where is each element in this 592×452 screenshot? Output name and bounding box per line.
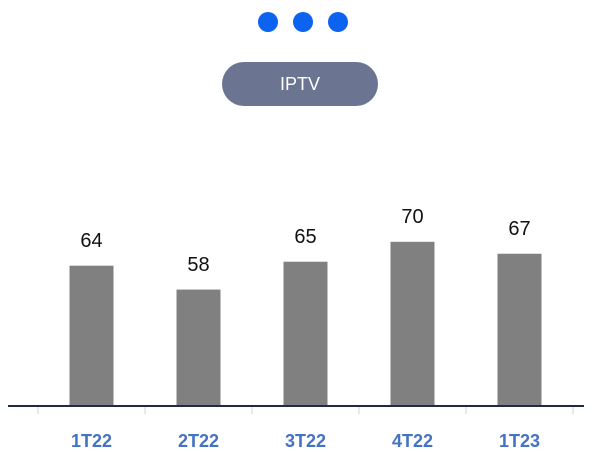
x-tick-label: 1T22 bbox=[71, 431, 112, 451]
bar bbox=[390, 241, 435, 405]
title-pill bbox=[222, 62, 378, 106]
value-label: 65 bbox=[294, 226, 316, 248]
value-label: 64 bbox=[80, 230, 102, 252]
bar bbox=[176, 289, 221, 405]
value-label: 58 bbox=[187, 254, 209, 276]
value-label: 67 bbox=[508, 218, 530, 240]
bar bbox=[497, 253, 542, 405]
x-tick-label: 4T22 bbox=[392, 431, 433, 451]
dot bbox=[258, 12, 278, 32]
x-tick-label: 1T23 bbox=[499, 431, 540, 451]
x-tick-label: 2T22 bbox=[178, 431, 219, 451]
value-label: 70 bbox=[401, 206, 423, 228]
x-tick-label: 3T22 bbox=[285, 431, 326, 451]
dot bbox=[328, 12, 348, 32]
dot bbox=[293, 12, 313, 32]
bar bbox=[283, 261, 328, 405]
chart-title: IPTV bbox=[280, 74, 320, 94]
bar bbox=[69, 265, 114, 405]
